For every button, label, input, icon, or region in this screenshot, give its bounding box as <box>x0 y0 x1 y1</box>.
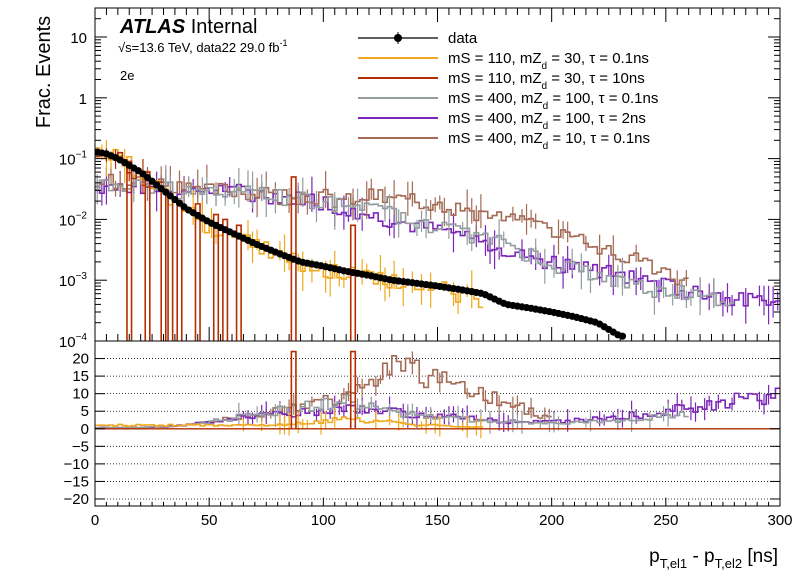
x-tick-label: 100 <box>311 512 336 529</box>
y-tick-label-base: 10 <box>70 30 87 47</box>
x-tick-label: 250 <box>653 512 678 529</box>
legend-entry: data <box>358 28 478 48</box>
legend-label-rest: = 30, τ = 10ns <box>547 70 645 87</box>
legend-label: mS = 110, mZd = 30, τ = 10ns <box>448 70 645 92</box>
tau10-spike <box>144 171 151 341</box>
y-tick-label-base: 10 <box>59 152 76 169</box>
x-axis-label-p1: p <box>649 546 660 567</box>
y-axis-label: Frac. Events <box>33 16 55 128</box>
legend-entry: mS = 400, mZd = 100, τ = 0.1ns <box>358 88 658 112</box>
x-tick-label: 150 <box>425 512 450 529</box>
y-tick-label-base: 10 <box>59 334 76 351</box>
ratio-ms-400-mzd-10-0-1ns <box>95 355 552 429</box>
legend-label-rest: = 100, τ = 2ns <box>548 110 646 127</box>
internal-word: Internal <box>191 16 258 38</box>
tau10-spike <box>176 200 183 341</box>
tau10-spike <box>160 189 167 341</box>
x-tick-label: 0 <box>91 512 99 529</box>
ratio-tau10-spike <box>290 350 297 429</box>
legend-label: mS = 400, mZd = 10, τ = 0.1ns <box>448 130 650 152</box>
x-axis-label-sub2: T,el2 <box>715 556 742 571</box>
legend-label-sub: d <box>543 141 549 152</box>
y-tick-label-exp: −1 <box>76 150 88 161</box>
histogram-ms-400-mzd-10-0-1ns <box>95 173 689 286</box>
y-tick-label-base: 1 <box>79 91 87 108</box>
x-axis-label-mid: - p <box>687 546 714 567</box>
ratio-y-tick-label: 5 <box>81 403 89 420</box>
x-axis-label-unit: [ns] <box>742 546 778 567</box>
y-tick-label: 10−1 <box>59 150 88 169</box>
legend-label-main: mS = 110, mZ <box>448 50 542 67</box>
ratio-ms-110-mzd-30-0-1ns <box>95 416 484 429</box>
legend-label-main: mS = 400, mZ <box>448 130 543 147</box>
histogram-ms-400-mzd-100-2ns <box>95 179 780 307</box>
tau10-spike <box>222 218 229 341</box>
y-tick-label-exp: −3 <box>76 271 88 282</box>
atlas-word: ATLAS <box>119 16 186 38</box>
labels: Frac. Events pT,el1 - pT,el2 [ns] ATLAS … <box>33 16 778 571</box>
ratio-y-tick-label: 20 <box>72 351 89 368</box>
y-tick-label: 10 <box>70 30 87 47</box>
legend-label-rest: = 10, τ = 0.1ns <box>548 130 650 147</box>
legend-marker <box>394 34 402 42</box>
y-tick-label-base: 10 <box>59 212 76 229</box>
legend-label-main: data <box>448 30 478 47</box>
y-tick-label: 1 <box>79 91 87 108</box>
ratio-tau10-spike <box>349 350 357 429</box>
tau10-spike <box>126 160 133 341</box>
tau10-spike <box>349 224 357 341</box>
tau10-spike <box>212 213 220 341</box>
ratio-y-tick-label: −15 <box>64 473 89 490</box>
x-tick-label: 200 <box>539 512 564 529</box>
legend-label-main: mS = 400, mZ <box>448 110 543 127</box>
ratio-y-tick-label: 0 <box>81 421 89 438</box>
ratio-y-tick-label: −20 <box>64 491 89 508</box>
y-tick-label: 10−3 <box>59 271 88 290</box>
tau10-spike <box>194 203 201 341</box>
y-tick-label: 10−4 <box>59 332 88 351</box>
legend-label-sub: d <box>542 61 548 72</box>
legend-label-sub: d <box>542 81 548 92</box>
y-tick-label-base: 10 <box>59 273 76 290</box>
ratio-y-tick-label: −10 <box>64 456 89 473</box>
legend-entry: mS = 110, mZd = 30, τ = 0.1ns <box>358 48 649 72</box>
legend-label: data <box>448 30 478 47</box>
main-plot-area <box>95 139 780 341</box>
ratio-y-tick-label: −5 <box>72 438 89 455</box>
ratio-y-tick-label: 15 <box>72 368 89 385</box>
ratio-y-tick-label: 10 <box>72 386 89 403</box>
legend-label-main: mS = 400, mZ <box>448 90 543 107</box>
legend-label-sub: d <box>543 121 549 132</box>
energy-text: √s=13.6 TeV, data22 29.0 fb <box>118 40 279 55</box>
lumi-sup: -1 <box>279 38 287 48</box>
legend-entry: mS = 110, mZd = 30, τ = 10ns <box>358 68 645 92</box>
legend-label-rest: = 30, τ = 0.1ns <box>547 50 649 67</box>
legend-label: mS = 110, mZd = 30, τ = 0.1ns <box>448 50 649 72</box>
y-tick-label-exp: −4 <box>76 332 88 343</box>
legend-entry: mS = 400, mZd = 100, τ = 2ns <box>358 108 646 132</box>
tau10-spike <box>235 224 242 341</box>
legend-label: mS = 400, mZd = 100, τ = 2ns <box>448 110 646 132</box>
x-tick-label: 50 <box>201 512 218 529</box>
atlas-label: ATLAS Internal <box>119 16 257 38</box>
tau10-spike <box>167 194 174 341</box>
x-axis-label-sub1: T,el1 <box>660 556 687 571</box>
y-tick-label-exp: −2 <box>76 210 88 221</box>
y-tick-label: 10−2 <box>59 210 88 229</box>
legend-label: mS = 400, mZd = 100, τ = 0.1ns <box>448 90 658 112</box>
channel-label: 2e <box>120 68 134 83</box>
energy-lumi-label: √s=13.6 TeV, data22 29.0 fb-1 <box>118 38 287 55</box>
legend-label-rest: = 100, τ = 0.1ns <box>548 90 658 107</box>
ratio-plot-area <box>95 350 780 439</box>
legend-label-main: mS = 110, mZ <box>448 70 542 87</box>
legend-label-sub: d <box>543 101 549 112</box>
x-axis-label: pT,el1 - pT,el2 [ns] <box>649 546 778 571</box>
histogram-ms-400-mzd-100-0-1ns <box>95 179 735 307</box>
x-tick-label: 300 <box>767 512 792 529</box>
legend-entry: mS = 400, mZd = 10, τ = 0.1ns <box>358 128 650 152</box>
